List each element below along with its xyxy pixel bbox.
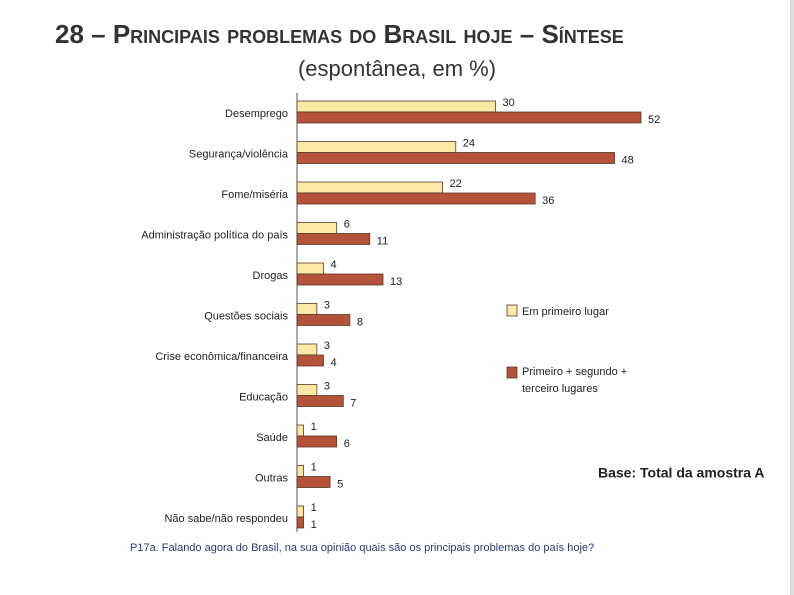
value-label: 7 — [350, 397, 356, 409]
bar — [296, 100, 496, 113]
bar — [296, 395, 344, 407]
value-label: 3 — [324, 340, 330, 352]
chart-title: 28 – Principais problemas do Brasil hoje… — [55, 19, 624, 49]
category-label: Segurança/violência — [189, 148, 289, 160]
bar — [296, 141, 457, 153]
footnote: P17a. Falando agora do Brasil, na sua op… — [130, 542, 594, 554]
bar — [296, 262, 324, 275]
bar — [296, 505, 305, 518]
bar — [296, 435, 338, 448]
value-label: 1 — [311, 421, 317, 433]
value-label: 3 — [324, 380, 330, 392]
bar — [296, 181, 443, 194]
bar — [296, 222, 338, 234]
legend-label: Em primeiro lugar — [522, 306, 609, 318]
bar — [296, 465, 305, 477]
value-label: 13 — [390, 276, 402, 288]
category-label: Questões sociais — [204, 310, 288, 322]
bar — [296, 516, 305, 529]
legend-label: Primeiro + segundo + terceiro lugares — [522, 366, 628, 395]
category-label: Educação — [239, 391, 288, 403]
legend-swatch — [506, 366, 518, 379]
value-label: 3 — [324, 299, 330, 311]
category-label: Crise econômica/financeira — [155, 351, 289, 363]
bar — [296, 384, 318, 396]
bar — [296, 476, 331, 488]
value-label: 8 — [357, 316, 363, 328]
value-label: 1 — [311, 461, 317, 473]
category-label: Fome/miséria — [221, 189, 289, 201]
bar — [296, 424, 305, 437]
bar — [296, 303, 318, 315]
value-label: 6 — [344, 438, 350, 450]
category-label: Administração política do país — [141, 229, 288, 241]
chart-subtitle: (espontânea, em %) — [298, 56, 496, 81]
value-label: 11 — [377, 235, 388, 247]
value-label: 48 — [622, 154, 634, 166]
bar — [296, 273, 384, 286]
value-label: 6 — [344, 218, 350, 230]
value-label: 36 — [542, 195, 554, 207]
base-note: Base: Total da amostra A — [598, 465, 765, 481]
value-label: 5 — [337, 478, 343, 490]
bar — [296, 354, 324, 367]
category-label: Desemprego — [225, 108, 288, 120]
bar — [296, 111, 642, 124]
legend-swatch — [506, 304, 518, 317]
value-label: 4 — [330, 357, 336, 369]
bar — [296, 343, 318, 356]
bar — [296, 152, 615, 164]
value-label: 52 — [648, 114, 660, 126]
bar — [296, 192, 536, 205]
value-label: 24 — [463, 137, 475, 149]
category-label: Outras — [255, 472, 289, 484]
value-label: 4 — [330, 259, 336, 271]
bar — [296, 314, 351, 326]
value-label: 1 — [311, 519, 317, 531]
category-label: Saúde — [256, 432, 288, 444]
category-label: Drogas — [253, 270, 289, 282]
value-label: 30 — [502, 97, 514, 109]
value-label: 1 — [311, 502, 317, 514]
bar — [296, 233, 371, 245]
value-label: 22 — [450, 178, 462, 190]
category-label: Não sabe/não respondeu — [164, 513, 288, 525]
